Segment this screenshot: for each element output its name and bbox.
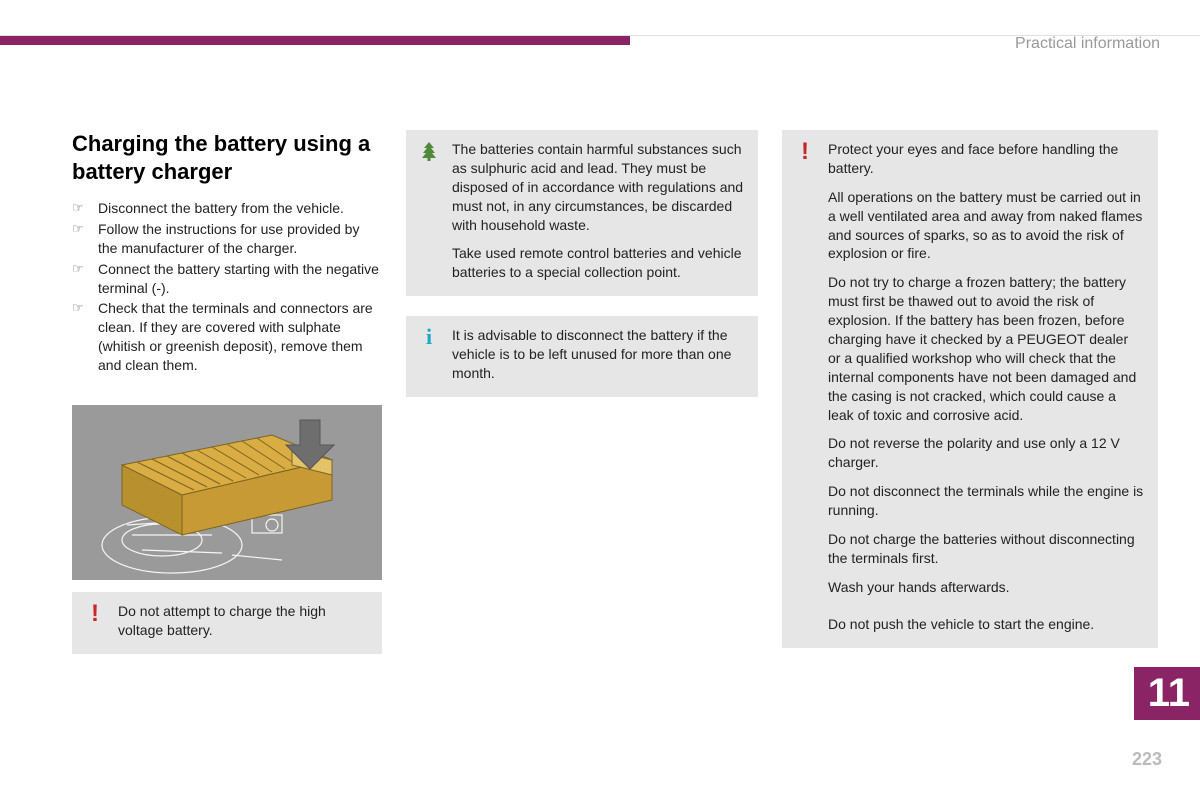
page-title: Charging the battery using a battery cha… (72, 130, 382, 185)
warning-text: Do not attempt to charge the high voltag… (118, 602, 368, 640)
safety-text: All operations on the battery must be ca… (828, 188, 1144, 264)
column-2: The batteries contain harmful substances… (406, 130, 758, 674)
battery-illustration (72, 405, 382, 580)
list-item: Disconnect the battery from the vehicle. (72, 199, 382, 218)
steps-list: Disconnect the battery from the vehicle.… (72, 199, 382, 375)
info-box-unused: i It is advisable to disconnect the batt… (406, 316, 758, 397)
column-3: ! Protect your eyes and face before hand… (782, 130, 1158, 674)
page-number: 223 (1132, 749, 1162, 770)
safety-text-extra: Do not push the vehicle to start the eng… (828, 615, 1144, 634)
section-header: Practical information (1015, 35, 1160, 53)
safety-box: ! Protect your eyes and face before hand… (782, 130, 1158, 648)
environment-text-1: The batteries contain harmful substances… (452, 140, 744, 234)
chapter-tab: 11 (1134, 667, 1200, 720)
safety-text: Wash your hands afterwards. (828, 578, 1144, 597)
warning-icon: ! (794, 140, 816, 162)
accent-bar (0, 35, 630, 45)
safety-text: Do not try to charge a frozen battery; t… (828, 273, 1144, 424)
info-text: It is advisable to disconnect the batter… (452, 326, 744, 383)
environment-box: The batteries contain harmful substances… (406, 130, 758, 296)
safety-text: Protect your eyes and face before handli… (828, 140, 1144, 178)
column-1: Charging the battery using a battery cha… (72, 130, 382, 674)
list-item: Follow the instructions for use provided… (72, 220, 382, 258)
safety-text: Do not charge the batteries without disc… (828, 530, 1144, 568)
info-icon: i (418, 326, 440, 348)
list-item: Check that the terminals and connectors … (72, 299, 382, 375)
tree-icon (418, 140, 440, 162)
list-item: Connect the battery starting with the ne… (72, 260, 382, 298)
safety-text: Do not disconnect the terminals while th… (828, 482, 1144, 520)
page-content: Charging the battery using a battery cha… (72, 130, 1162, 674)
safety-text: Do not reverse the polarity and use only… (828, 434, 1144, 472)
warning-icon: ! (84, 602, 106, 624)
warning-box-hv: ! Do not attempt to charge the high volt… (72, 592, 382, 654)
environment-text-2: Take used remote control batteries and v… (452, 244, 744, 282)
